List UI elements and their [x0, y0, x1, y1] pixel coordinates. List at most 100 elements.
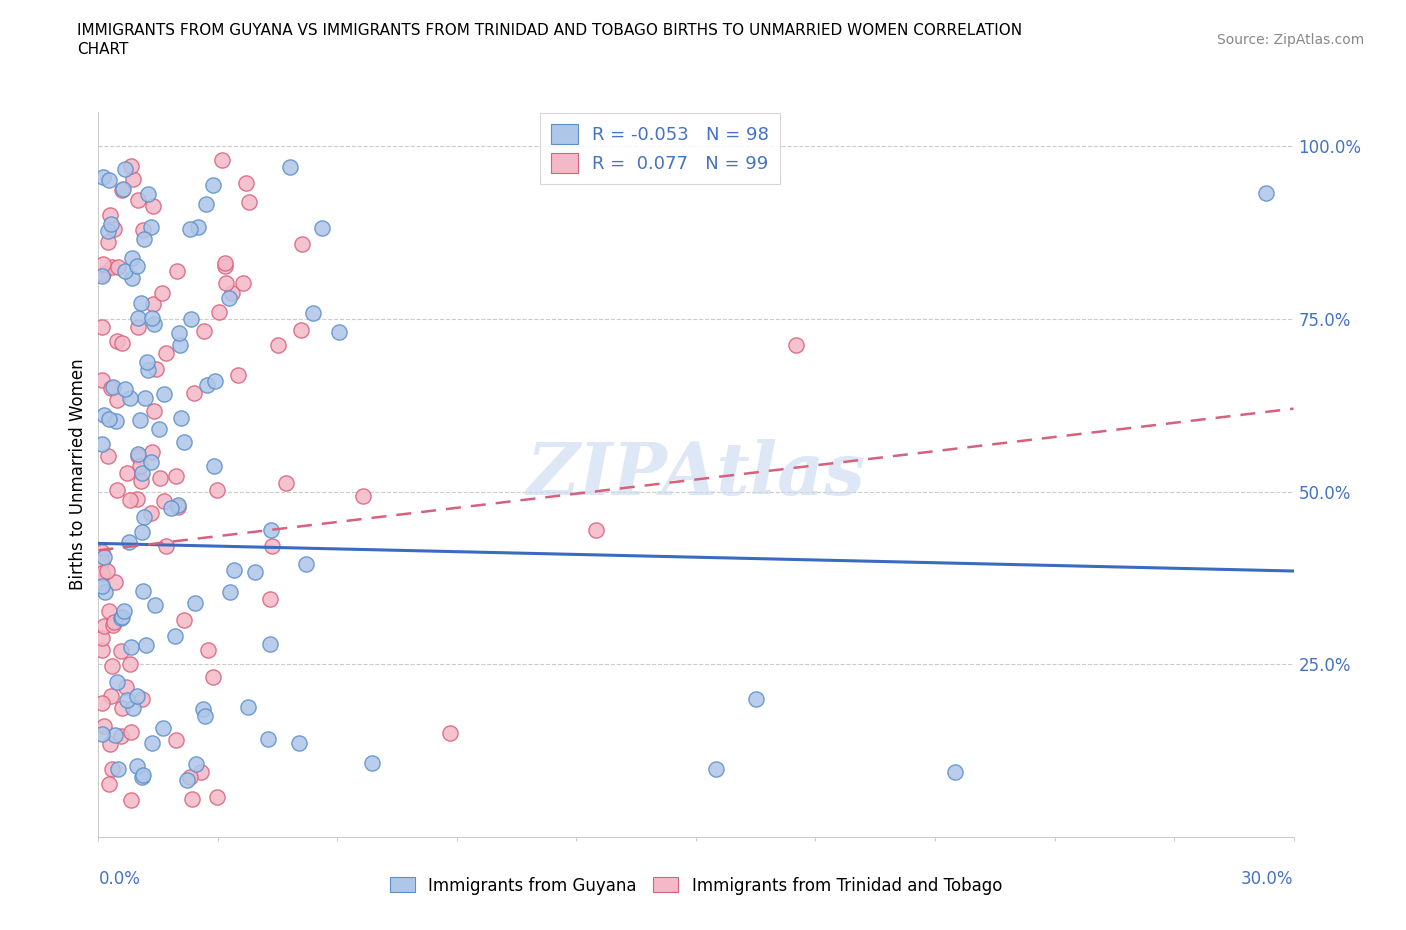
- Point: [193, 324, 215, 339]
- Point: [361, 755, 384, 770]
- Point: [91, 269, 114, 284]
- Point: [205, 483, 228, 498]
- Point: [187, 219, 209, 234]
- Point: [167, 326, 190, 340]
- Point: [91, 631, 114, 645]
- Point: [148, 422, 170, 437]
- Point: [93, 618, 115, 633]
- Point: [194, 709, 217, 724]
- Point: [117, 535, 139, 550]
- Point: [91, 695, 114, 710]
- Point: [243, 565, 266, 579]
- Point: [221, 286, 243, 300]
- Point: [118, 391, 141, 405]
- Point: [125, 259, 148, 273]
- Point: [152, 721, 174, 736]
- Point: [205, 790, 228, 804]
- Point: [352, 489, 374, 504]
- Point: [214, 255, 236, 270]
- Point: [104, 575, 127, 590]
- Point: [111, 183, 134, 198]
- Point: [311, 220, 333, 235]
- Point: [114, 162, 136, 177]
- Point: [135, 638, 157, 653]
- Point: [202, 458, 225, 473]
- Point: [259, 592, 281, 607]
- Point: [110, 609, 132, 624]
- Point: [169, 338, 191, 352]
- Point: [97, 412, 120, 427]
- Point: [91, 256, 114, 271]
- Point: [136, 187, 159, 202]
- Point: [280, 160, 302, 175]
- Point: [165, 732, 187, 747]
- Point: [117, 466, 139, 481]
- Point: [120, 792, 142, 807]
- Point: [100, 217, 122, 232]
- Point: [131, 767, 153, 782]
- Point: [131, 465, 153, 480]
- Point: [121, 700, 143, 715]
- Point: [110, 728, 132, 743]
- Point: [145, 362, 167, 377]
- Point: [142, 297, 165, 312]
- Point: [91, 319, 114, 334]
- Point: [238, 194, 260, 209]
- Point: [127, 492, 149, 507]
- Point: [141, 455, 163, 470]
- Point: [180, 312, 202, 326]
- Point: [257, 731, 280, 746]
- Point: [141, 736, 163, 751]
- Point: [745, 691, 768, 706]
- Point: [97, 604, 120, 618]
- Point: [97, 777, 120, 791]
- Point: [121, 172, 143, 187]
- Point: [91, 373, 114, 388]
- Point: [145, 597, 167, 612]
- Point: [91, 578, 114, 593]
- Point: [943, 764, 966, 779]
- Point: [132, 584, 155, 599]
- Point: [328, 325, 350, 339]
- Point: [204, 373, 226, 388]
- Point: [131, 692, 153, 707]
- Point: [100, 762, 122, 777]
- Point: [166, 498, 188, 512]
- Point: [132, 510, 155, 525]
- Point: [91, 575, 114, 590]
- Point: [135, 355, 157, 370]
- Point: [105, 334, 128, 349]
- Point: [136, 363, 159, 378]
- Point: [120, 657, 142, 671]
- Point: [207, 305, 229, 320]
- Point: [155, 346, 177, 361]
- Point: [704, 761, 727, 776]
- Point: [190, 764, 212, 779]
- Point: [165, 469, 187, 484]
- Point: [91, 169, 114, 184]
- Point: [184, 757, 207, 772]
- Point: [128, 412, 150, 427]
- Point: [100, 381, 122, 396]
- Point: [91, 545, 114, 560]
- Point: [94, 584, 117, 599]
- Point: [121, 271, 143, 286]
- Point: [120, 640, 142, 655]
- Point: [107, 762, 129, 777]
- Point: [91, 266, 114, 281]
- Point: [114, 381, 136, 396]
- Point: [141, 311, 163, 325]
- Y-axis label: Births to Unmarried Women: Births to Unmarried Women: [69, 358, 87, 591]
- Point: [259, 637, 281, 652]
- Point: [91, 565, 114, 580]
- Point: [129, 295, 152, 310]
- Point: [274, 475, 297, 490]
- Point: [132, 222, 155, 237]
- Point: [218, 290, 240, 305]
- Text: IMMIGRANTS FROM GUYANA VS IMMIGRANTS FROM TRINIDAD AND TOBAGO BIRTHS TO UNMARRIE: IMMIGRANTS FROM GUYANA VS IMMIGRANTS FRO…: [77, 23, 1022, 38]
- Point: [100, 688, 122, 703]
- Point: [134, 232, 156, 246]
- Point: [197, 643, 219, 658]
- Point: [219, 585, 242, 600]
- Point: [183, 385, 205, 400]
